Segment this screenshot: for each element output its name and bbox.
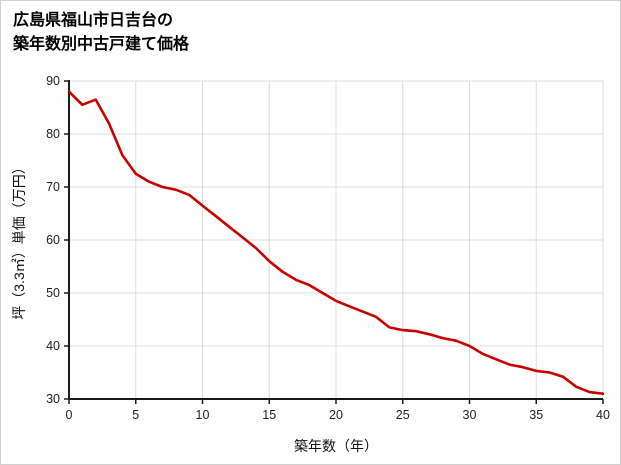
svg-text:20: 20 bbox=[329, 408, 343, 422]
svg-text:15: 15 bbox=[262, 408, 276, 422]
svg-text:5: 5 bbox=[132, 408, 139, 422]
svg-text:70: 70 bbox=[46, 180, 60, 194]
svg-text:60: 60 bbox=[46, 233, 60, 247]
chart-area: 0 5 10 15 20 25 30 35 40 30 40 50 60 70 80 90 築年数（年） 坪（3.… bbox=[7, 67, 616, 464]
x-tick-labels: 0 5 10 15 20 25 30 35 40 bbox=[66, 399, 610, 422]
svg-text:80: 80 bbox=[46, 127, 60, 141]
title-line-1: 広島県福山市日吉台の bbox=[13, 12, 174, 29]
chart-title: 広島県福山市日吉台の 築年数別中古戸建て価格 bbox=[13, 9, 189, 57]
svg-text:40: 40 bbox=[46, 339, 60, 353]
svg-text:10: 10 bbox=[196, 408, 210, 422]
title-line-2: 築年数別中古戸建て価格 bbox=[13, 36, 190, 53]
x-axis-title: 築年数（年） bbox=[294, 438, 378, 454]
svg-text:90: 90 bbox=[46, 74, 60, 88]
svg-text:40: 40 bbox=[596, 408, 610, 422]
svg-text:50: 50 bbox=[46, 286, 60, 300]
svg-text:35: 35 bbox=[529, 408, 543, 422]
svg-text:30: 30 bbox=[46, 392, 60, 406]
y-axis-title: 坪（3.3㎡）単価（万円） bbox=[11, 160, 27, 319]
price-line bbox=[67, 90, 605, 396]
svg-text:25: 25 bbox=[396, 408, 410, 422]
y-tick-labels: 30 40 50 60 70 80 90 bbox=[46, 74, 69, 406]
svg-text:30: 30 bbox=[463, 408, 477, 422]
svg-text:0: 0 bbox=[66, 408, 73, 422]
chart-svg: 0 5 10 15 20 25 30 35 40 30 40 50 60 70 80 90 築年数（年） 坪（3.… bbox=[11, 74, 610, 454]
